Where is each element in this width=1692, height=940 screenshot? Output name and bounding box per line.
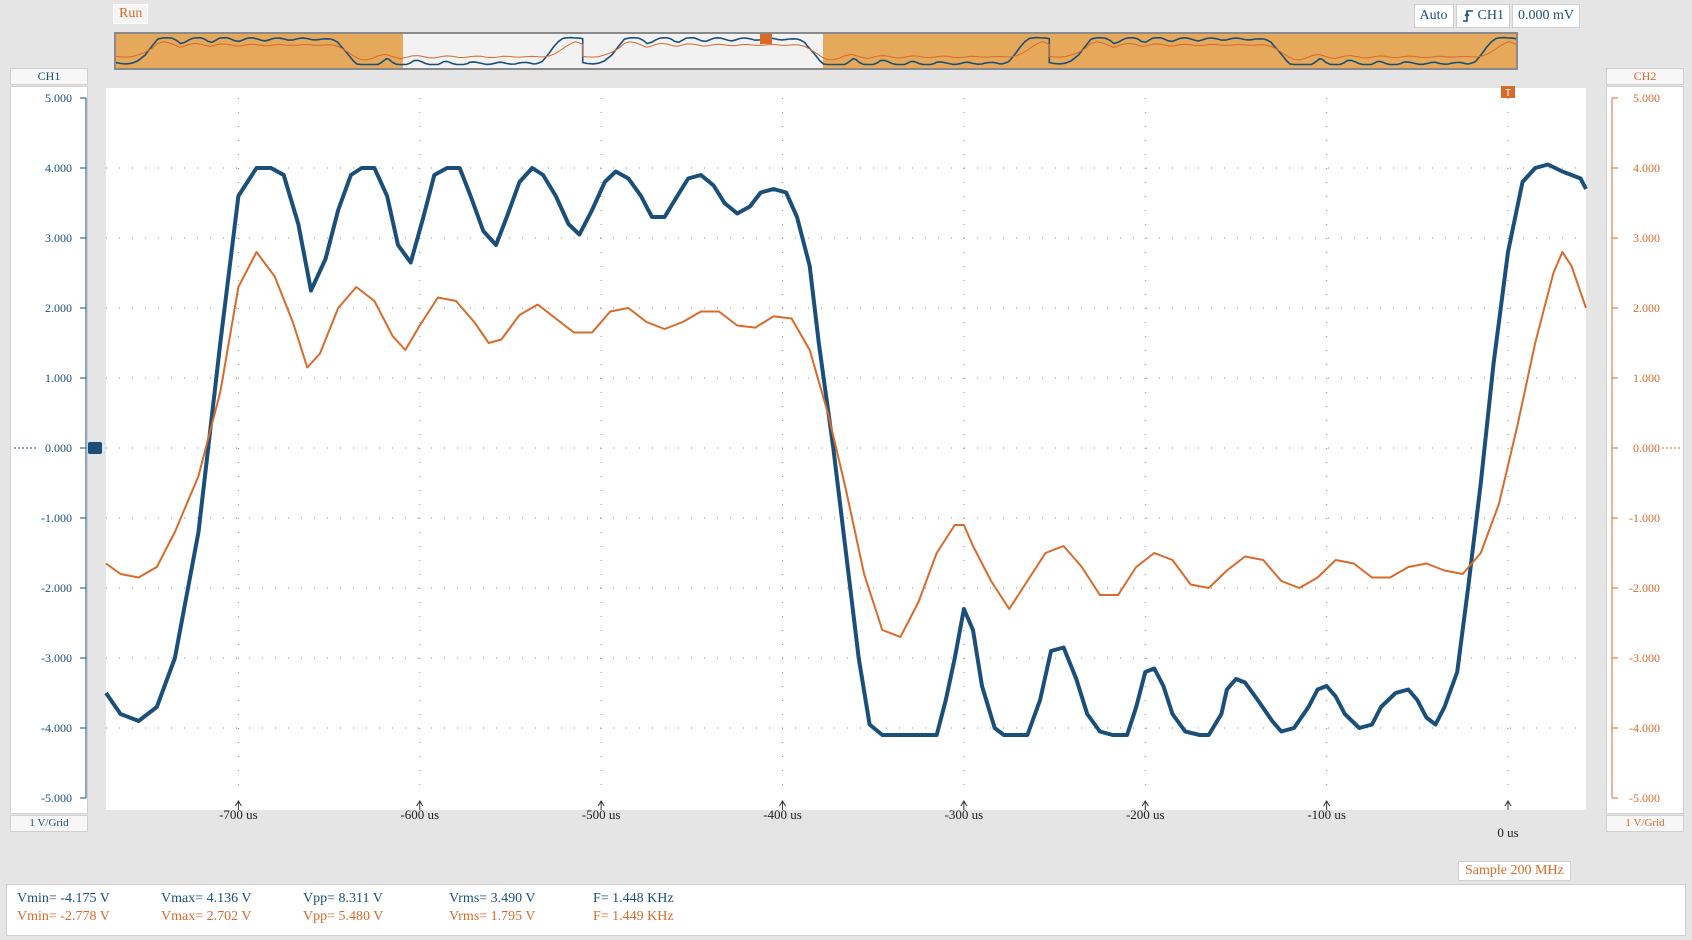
scope-chart: 5.000 5.000 4.000 4.000 3.000 3.000 2.000 2.000… — [14, 86, 1680, 840]
ch2-vmin: Vmin= -2.778 V — [17, 909, 110, 924]
ch1-ytick-label: 2.000 — [45, 301, 72, 315]
ch1-vpp: Vpp= 8.311 V — [303, 891, 383, 906]
xtick-label: -400 us — [763, 807, 802, 822]
ch2-axis-panel — [1606, 86, 1684, 814]
xtick-arrow — [1323, 800, 1331, 810]
ch2-vpp: Vpp= 5.480 V — [303, 909, 384, 924]
xtick-arrow — [1141, 800, 1149, 810]
ch2-freq: F= 1.449 KHz — [593, 909, 674, 924]
ch2-ytick-label: 5.000 — [1633, 91, 1660, 105]
ch2-ytick-label: -2.000 — [1629, 581, 1660, 595]
xtick-label: 0 us — [1497, 825, 1518, 840]
ch1-ytick-label: -3.000 — [41, 651, 72, 665]
ch1-vmax: Vmax= 4.136 V — [161, 891, 252, 906]
ch2-ytick-label: 2.000 — [1633, 301, 1660, 315]
trigger-marker-glyph: T — [1505, 88, 1511, 99]
overview-ch2-trace — [116, 41, 1516, 61]
ch1-scale[interactable]: 1 V/Grid — [10, 815, 88, 832]
ch2-vmax: Vmax= 2.702 V — [161, 909, 252, 924]
ch1-ytick-label: -2.000 — [41, 581, 72, 595]
plot-area[interactable] — [106, 88, 1586, 810]
ch2-ytick-label: 3.000 — [1633, 231, 1660, 245]
rising-edge-icon — [1462, 10, 1473, 22]
trigger-source[interactable]: CH1 — [1455, 4, 1510, 28]
ch2-scale[interactable]: 1 V/Grid — [1606, 815, 1684, 832]
ch2-ytick-label: 1.000 — [1633, 371, 1660, 385]
ch1-vmin: Vmin= -4.175 V — [17, 891, 110, 906]
ch1-ytick-label: -5.000 — [41, 791, 72, 805]
xtick-label: -100 us — [1307, 807, 1346, 822]
ch2-ytick-label: 0.000 — [1633, 441, 1660, 455]
xtick-label: -300 us — [945, 807, 984, 822]
ch2-ytick-label: -4.000 — [1629, 721, 1660, 735]
waveform-overview[interactable] — [114, 32, 1518, 70]
xtick-label: -600 us — [400, 807, 439, 822]
ch2-ytick-label: -1.000 — [1629, 511, 1660, 525]
ch2-trace — [105, 251, 1587, 638]
xtick-arrow — [597, 800, 605, 810]
trigger-mode[interactable]: Auto — [1413, 4, 1454, 28]
xtick-arrow — [234, 800, 242, 810]
xtick-arrow — [779, 800, 786, 810]
ch1-trace — [104, 162, 1588, 737]
ch1-ytick-label: -4.000 — [41, 721, 72, 735]
ch2-label[interactable]: CH2 — [1606, 68, 1684, 85]
ch1-ytick-label: 5.000 — [45, 91, 72, 105]
trigger-info: Auto CH1 0.000 mV — [1413, 4, 1580, 28]
xtick-label: -700 us — [219, 807, 258, 822]
trigger-level[interactable]: 0.000 mV — [1512, 4, 1580, 28]
xtick-arrow — [1504, 800, 1512, 810]
ch1-ground-marker — [88, 442, 102, 454]
ch1-ytick-label: 3.000 — [45, 231, 72, 245]
measurements-panel: Vmin= -4.175 V Vmax= 4.136 V Vpp= 8.311 … — [6, 884, 1686, 936]
sample-rate: Sample 200 MHz — [1458, 861, 1571, 881]
ch1-axis-panel — [10, 86, 88, 814]
trigger-marker — [1501, 86, 1516, 98]
ch2-ytick-label: 4.000 — [1633, 161, 1660, 175]
ch2-vrms: Vrms= 1.795 V — [449, 909, 536, 924]
overview-ch1-trace — [116, 36, 1516, 66]
ch2-ytick-label: -3.000 — [1629, 651, 1660, 665]
ch1-freq: F= 1.448 KHz — [593, 891, 674, 906]
ch1-ytick-label: 4.000 — [45, 161, 72, 175]
xtick-label: -200 us — [1126, 807, 1165, 822]
xtick-arrow — [960, 800, 968, 810]
ch2-ytick-label: -5.000 — [1629, 791, 1660, 805]
xtick-arrow — [416, 800, 424, 810]
xtick-label: -500 us — [582, 807, 621, 822]
trigger-source-label: CH1 — [1477, 8, 1504, 23]
overview-svg — [116, 34, 1516, 68]
ch1-ytick-label: 1.000 — [45, 371, 72, 385]
ch1-vrms: Vrms= 3.490 V — [449, 891, 536, 906]
ch1-ytick-label: 0.000 — [45, 441, 72, 455]
ch1-ytick-label: -1.000 — [41, 511, 72, 525]
run-status[interactable]: Run — [113, 4, 149, 24]
ch1-label[interactable]: CH1 — [10, 68, 88, 85]
overview-trigger-marker — [760, 34, 772, 44]
